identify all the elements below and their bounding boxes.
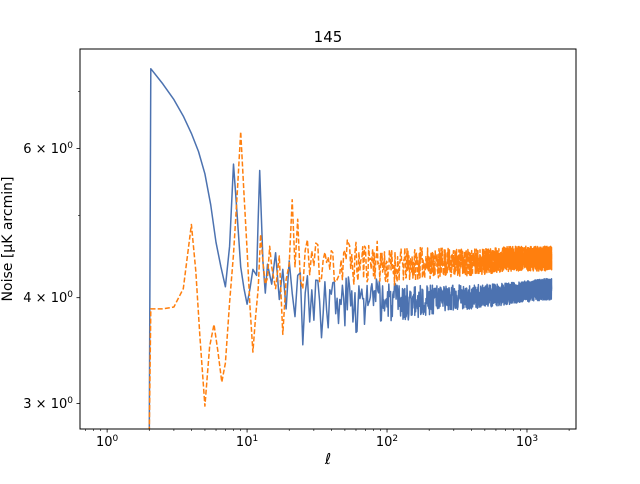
plot-line-series-dashed bbox=[148, 130, 553, 429]
y-tick-label: 6 × 100 bbox=[23, 141, 73, 157]
x-tick-label: 103 bbox=[516, 434, 538, 450]
y-tick-label: 3 × 100 bbox=[23, 396, 73, 412]
plot-line-series-solid bbox=[148, 67, 553, 429]
plot-series-layer bbox=[148, 67, 553, 429]
x-tick-label: 101 bbox=[236, 434, 258, 450]
axes-frame bbox=[79, 48, 577, 430]
x-axis-label: ℓ bbox=[324, 450, 331, 468]
x-tick-label: 102 bbox=[376, 434, 398, 450]
y-tick-label: 4 × 100 bbox=[23, 290, 73, 306]
x-tick-label: 100 bbox=[96, 434, 119, 450]
y-axis-label: Noise [μK arcmin] bbox=[0, 177, 16, 302]
chart-title: 145 bbox=[314, 28, 343, 46]
